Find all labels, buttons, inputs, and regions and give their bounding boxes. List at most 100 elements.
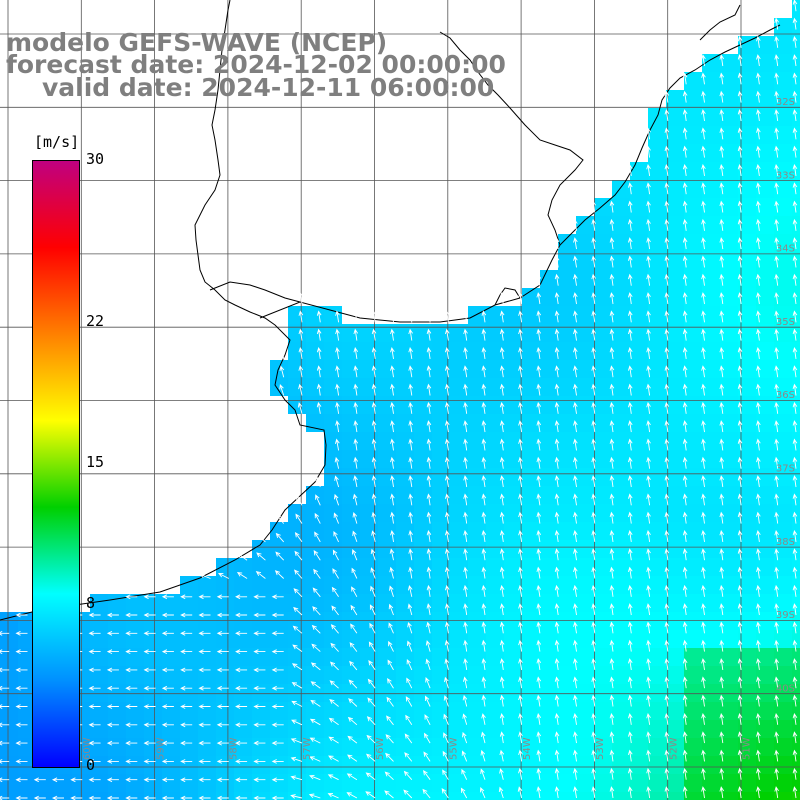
field-cell [684,558,702,576]
field-cell [270,576,288,594]
field-cell [468,486,486,504]
field-cell [468,630,486,648]
wind-arrow [369,622,376,634]
wind-arrow [275,532,285,543]
wind-arrow [682,200,688,213]
field-cell [540,360,558,378]
wind-arrow [424,695,431,707]
field-cell [252,540,270,558]
wind-arrow [406,640,413,652]
wind-arrow [701,310,706,323]
field-cell [594,396,612,414]
field-cell [468,666,486,684]
field-cell [702,648,720,666]
field-cell [252,576,270,594]
wind-arrow [792,237,798,250]
field-cell [342,396,360,414]
wind-arrow [518,584,523,597]
field-cell [720,342,738,360]
field-cell [594,666,612,684]
wind-arrow [664,383,670,396]
field-cell [594,432,612,450]
wind-arrow [627,529,633,542]
wind-arrow [426,584,432,597]
field-cell [342,720,360,738]
wind-arrow [143,795,156,800]
field-cell [540,522,558,540]
field-cell [594,360,612,378]
wind-arrow [719,529,725,542]
field-cell [522,594,540,612]
wind-arrow [737,767,743,780]
field-cell [342,756,360,774]
wind-arrow [125,630,138,636]
field-cell [756,342,774,360]
field-cell [378,378,396,396]
wind-arrow [756,237,761,250]
field-cell [378,702,396,720]
wind-arrow [719,712,725,725]
wind-arrow [346,792,358,799]
field-cell [702,180,720,198]
wind-arrow [0,630,10,636]
field-cell [738,504,756,522]
wind-arrow [609,603,615,616]
field-cell [720,378,738,396]
field-cell [684,702,702,720]
wind-arrow [444,548,450,561]
wind-arrow [499,420,505,433]
wind-arrow [292,644,303,652]
wind-arrow [774,584,779,597]
wind-arrow [792,493,798,506]
wind-arrow [161,704,174,709]
field-cell [576,306,594,324]
field-cell [18,612,36,630]
wind-arrow [627,621,633,634]
wind-arrow [353,365,359,378]
wind-arrow [646,237,651,250]
wind-arrow [255,571,266,579]
wind-arrow [573,310,578,323]
wind-arrow [536,712,542,725]
field-cell [702,198,720,216]
wind-arrow [481,401,487,414]
wind-arrow [518,420,523,433]
field-cell [576,666,594,684]
wind-arrow [405,696,413,707]
wind-arrow [463,658,468,670]
wind-arrow [664,109,670,121]
field-cell [252,666,270,684]
field-cell [648,360,666,378]
field-cell [360,558,378,576]
field-cell [360,432,378,450]
field-cell [396,324,414,342]
wind-arrow [275,551,285,561]
field-cell [486,522,504,540]
wind-arrow [774,401,779,414]
field-cell [792,288,800,306]
field-cell [594,288,612,306]
field-cell [792,198,800,216]
wind-arrow [719,200,725,213]
wind-arrow [408,310,413,323]
wind-arrow [216,704,229,709]
field-cell [450,558,468,576]
wind-arrow [499,401,505,414]
field-cell [234,774,252,792]
field-cell [630,792,648,800]
field-cell [468,612,486,630]
wind-arrow [536,731,542,744]
field-cell [684,486,702,504]
field-cell [684,468,702,486]
wind-arrow [646,584,651,597]
field-cell [576,738,594,756]
wind-arrow [334,438,340,451]
wind-arrow [461,750,468,762]
field-cell [738,720,756,738]
field-cell [54,792,72,800]
field-cell [630,720,648,738]
wind-arrow [573,292,578,305]
field-cell [144,738,162,756]
wind-arrow [335,346,340,359]
